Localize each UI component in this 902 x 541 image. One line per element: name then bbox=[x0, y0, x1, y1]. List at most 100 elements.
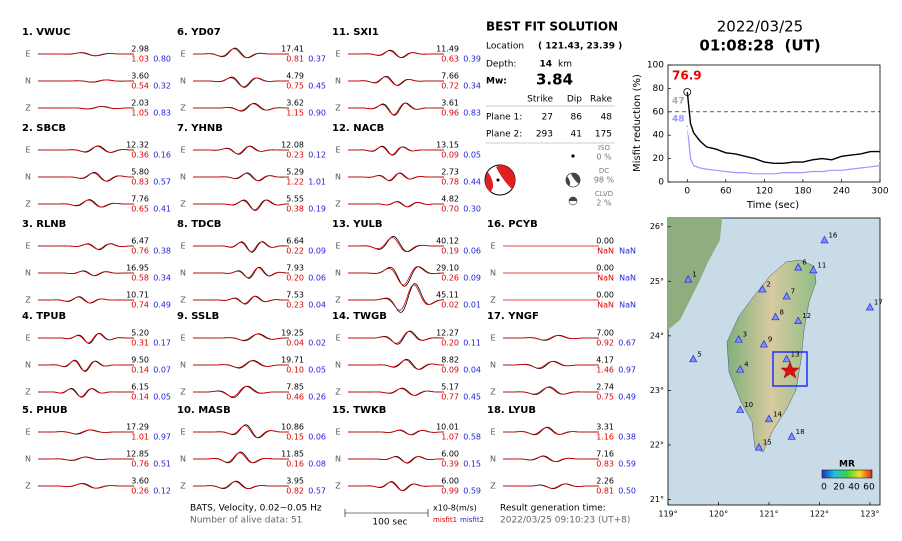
amplitude: 6.15 bbox=[131, 383, 149, 392]
misfit1: 0.20 bbox=[441, 339, 459, 348]
x-tick-label: 120 bbox=[756, 187, 773, 197]
misfit2: NaN bbox=[619, 301, 636, 310]
amplitude: 40.12 bbox=[436, 237, 459, 246]
plane-label: Plane 1: bbox=[486, 113, 522, 123]
station-name: 12. NACB bbox=[332, 123, 384, 134]
beachball bbox=[484, 164, 516, 196]
amplitude: 45.11 bbox=[436, 291, 459, 300]
amplitude: 17.41 bbox=[281, 45, 304, 54]
y-tick-label: 60 bbox=[653, 107, 665, 117]
component-label: N bbox=[490, 361, 496, 370]
synthetic-waveform bbox=[193, 145, 289, 155]
alive-count: Number of alive data: 51 bbox=[190, 516, 302, 526]
synthetic-waveform bbox=[193, 360, 290, 368]
plane-value: 175 bbox=[595, 130, 612, 140]
component-label: E bbox=[490, 334, 495, 343]
component-label: E bbox=[335, 50, 340, 59]
component-label: Z bbox=[180, 482, 186, 491]
station-label: 10 bbox=[744, 401, 753, 409]
station-marker bbox=[736, 364, 745, 373]
amplitude: 29.10 bbox=[436, 264, 459, 273]
station-marker bbox=[794, 316, 803, 324]
component-label: E bbox=[180, 428, 185, 437]
column-header: Dip bbox=[567, 95, 582, 105]
misfit2: 0.97 bbox=[618, 366, 636, 375]
amplitude: 3.60 bbox=[131, 477, 149, 486]
amplitude: 4.79 bbox=[286, 72, 304, 81]
component-label: E bbox=[180, 242, 185, 251]
station-marker bbox=[809, 265, 818, 274]
amplitude: 5.20 bbox=[131, 329, 149, 338]
misfit1: 0.38 bbox=[286, 205, 304, 214]
misfit2: 0.15 bbox=[463, 460, 481, 469]
amplitude: 0.00 bbox=[596, 291, 614, 300]
synthetic-waveform bbox=[348, 146, 444, 156]
map-y-tick-label: 25° bbox=[650, 277, 664, 286]
misfit2: 1.01 bbox=[308, 178, 326, 187]
misfit1: 0.46 bbox=[286, 393, 304, 402]
amplitude: 7.76 bbox=[131, 195, 149, 204]
misfit2: 0.34 bbox=[463, 82, 481, 91]
synthetic-waveform bbox=[38, 106, 134, 110]
synthetic-waveform bbox=[503, 427, 599, 435]
misfit2: 0.59 bbox=[618, 460, 636, 469]
event-date: 2022/03/25 bbox=[717, 18, 803, 36]
station-label: 14 bbox=[773, 410, 782, 418]
component-label: N bbox=[25, 455, 31, 464]
y-axis-label: Misfit reduction (%) bbox=[632, 74, 643, 172]
misfit-line bbox=[686, 126, 881, 169]
component-label: Z bbox=[180, 296, 186, 305]
component-label: Z bbox=[490, 388, 496, 397]
component-label: N bbox=[490, 455, 496, 464]
map-y-tick-label: 22° bbox=[650, 440, 664, 449]
amplitude: 2.73 bbox=[441, 168, 459, 177]
misfit1: 0.22 bbox=[286, 247, 304, 256]
station-name: 15. TWKB bbox=[332, 405, 386, 416]
synthetic-waveform bbox=[193, 199, 290, 211]
misfit2: 0.04 bbox=[308, 301, 326, 310]
synthetic-waveform bbox=[193, 386, 289, 398]
amplitude: 4.17 bbox=[596, 356, 614, 365]
misfit2: NaN bbox=[619, 247, 636, 256]
y-tick-label: 80 bbox=[653, 84, 665, 94]
synthetic-waveform bbox=[503, 361, 599, 369]
station-label: 15 bbox=[763, 439, 772, 447]
synthetic-waveform bbox=[348, 429, 445, 436]
synthetic-waveform bbox=[38, 79, 134, 83]
component-label: N bbox=[335, 77, 341, 86]
amplitude: 7.85 bbox=[286, 383, 304, 392]
misfit1: 0.83 bbox=[596, 460, 614, 469]
station-label: 18 bbox=[796, 428, 805, 436]
station-marker bbox=[782, 291, 791, 300]
component-label: E bbox=[25, 334, 30, 343]
synthetic-waveform bbox=[193, 295, 290, 304]
station-label: 13 bbox=[791, 350, 800, 358]
x-tick-label: 180 bbox=[794, 187, 811, 197]
misfit2: 0.26 bbox=[308, 393, 326, 402]
misfit2: 0.07 bbox=[153, 366, 171, 375]
misfit1: 0.99 bbox=[441, 487, 459, 496]
component-label: Z bbox=[180, 104, 186, 113]
synthetic-waveform bbox=[38, 296, 134, 304]
synthetic-waveform bbox=[38, 145, 135, 153]
amplitude: 9.50 bbox=[131, 356, 149, 365]
misfit2: 0.19 bbox=[308, 205, 326, 214]
depth-label: Depth: bbox=[486, 60, 516, 70]
station-marker bbox=[689, 354, 698, 363]
misfit1: 1.15 bbox=[286, 109, 304, 118]
station-name: 3. RLNB bbox=[22, 219, 66, 230]
synthetic-waveform bbox=[348, 359, 445, 370]
solution-title: BEST FIT SOLUTION bbox=[486, 20, 618, 34]
amplitude: 10.71 bbox=[126, 291, 149, 300]
map-x-tick-label: 119° bbox=[658, 510, 677, 519]
synthetic-waveform bbox=[193, 241, 290, 253]
map-y-tick-label: 26° bbox=[650, 222, 664, 231]
component-label: N bbox=[25, 269, 31, 278]
amplitude: 0.00 bbox=[596, 264, 614, 273]
component-label: N bbox=[335, 269, 341, 278]
synthetic-waveform bbox=[193, 48, 289, 59]
scale-label: 0 bbox=[821, 483, 827, 493]
station-marker bbox=[794, 262, 803, 271]
